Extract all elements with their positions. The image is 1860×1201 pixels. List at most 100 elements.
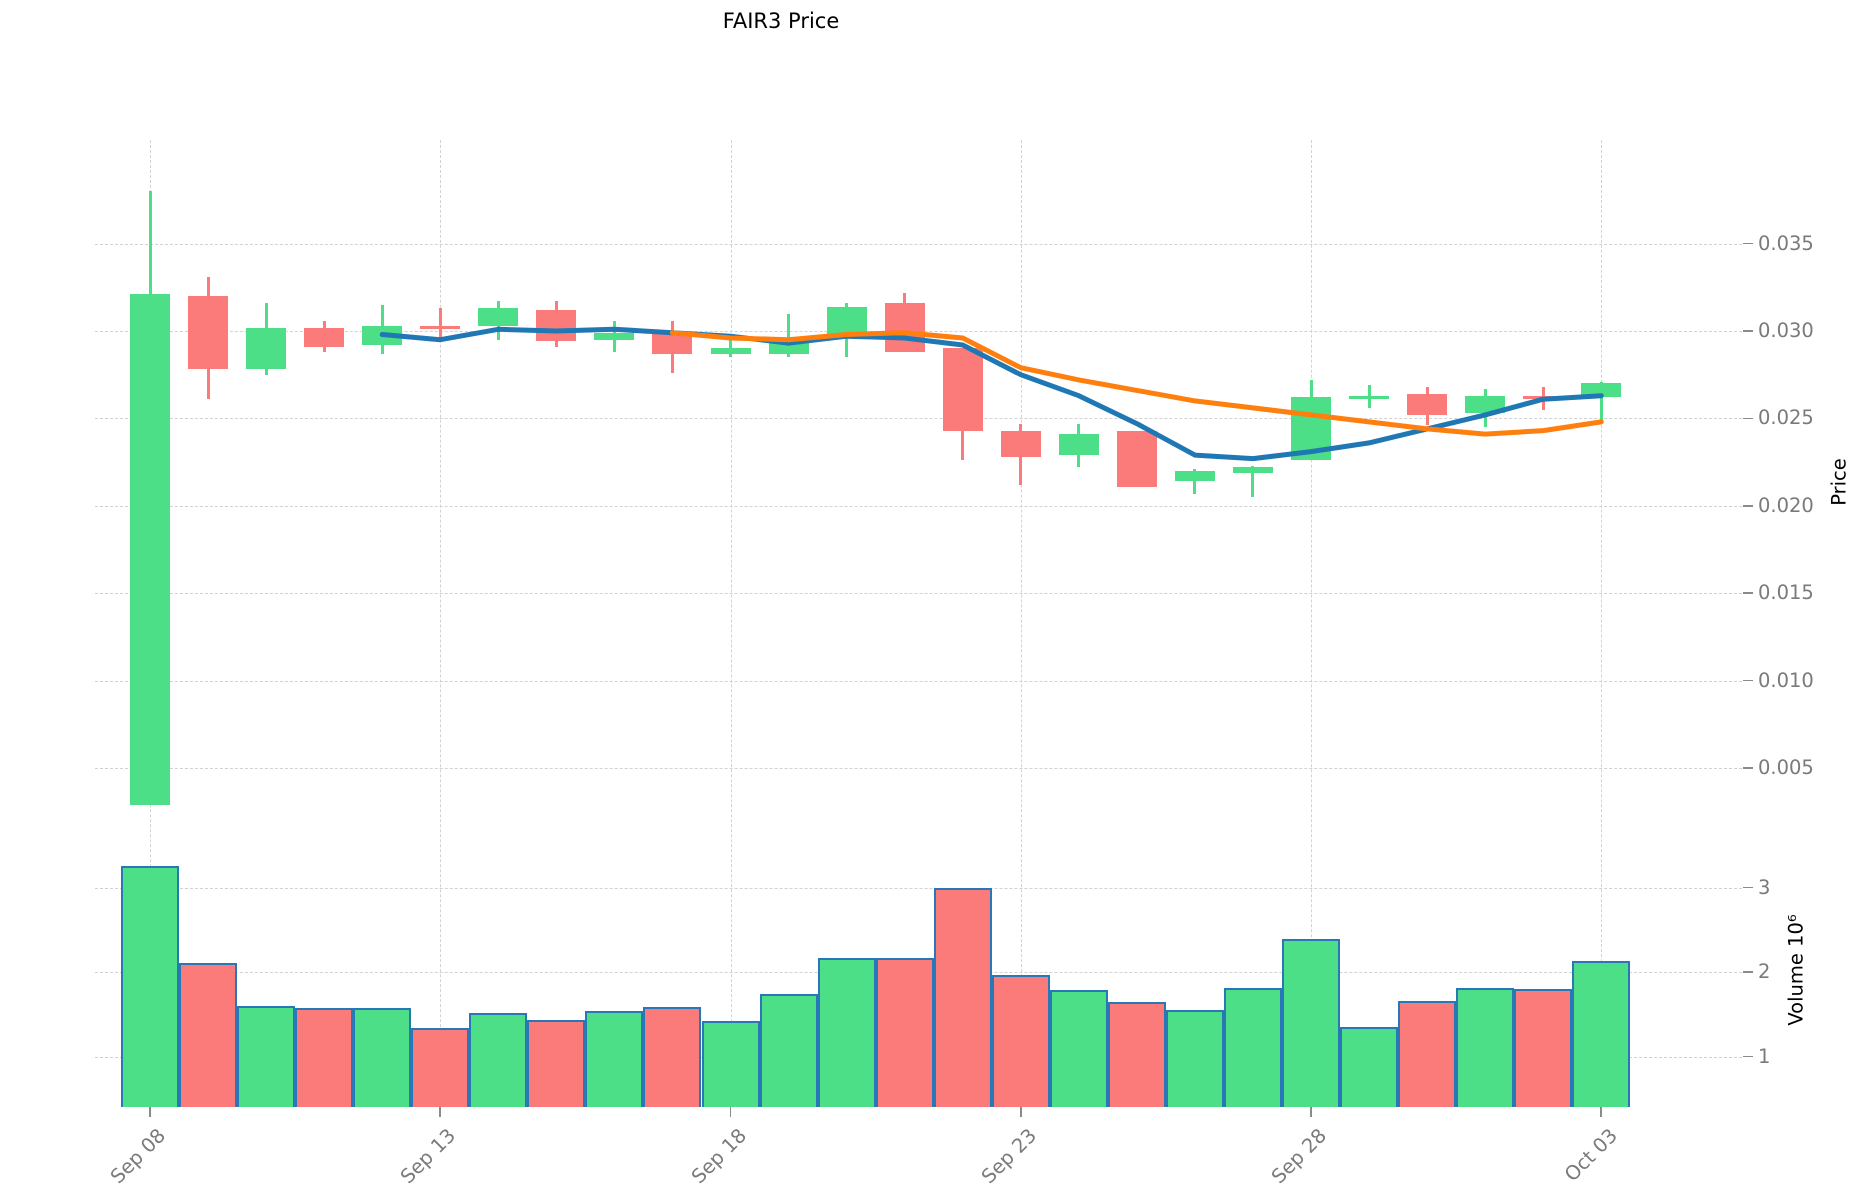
volume-tick-mark	[1743, 886, 1753, 889]
volume-bar	[527, 1020, 586, 1107]
candle-body	[130, 294, 170, 805]
price-gridline	[95, 505, 1742, 507]
x-gridline	[1020, 140, 1022, 1107]
price-tick-mark	[1743, 330, 1753, 332]
x-tick-label: Sep 28	[1267, 1124, 1332, 1189]
x-gridline	[440, 140, 442, 1107]
candle-body	[884, 303, 925, 352]
volume-bar	[991, 974, 1050, 1107]
candle-body	[1116, 430, 1157, 487]
candle-body	[478, 308, 519, 326]
candle-body	[942, 348, 983, 431]
price-tick-mark	[1743, 505, 1753, 507]
x-tick-mark	[1600, 1107, 1603, 1117]
volume-tick-label: 2	[1758, 960, 1771, 983]
candle-body	[1232, 467, 1273, 473]
volume-bar	[1456, 988, 1515, 1107]
x-tick-mark	[149, 1107, 151, 1117]
volume-bar	[1572, 961, 1631, 1107]
volume-bar	[237, 1005, 296, 1107]
x-gridline	[730, 140, 732, 1107]
volume-bar	[411, 1027, 470, 1107]
candle-body	[652, 332, 693, 354]
candle-wick	[438, 308, 442, 338]
price-gridline	[95, 680, 1742, 682]
volume-gridline	[95, 887, 1742, 889]
volume-bar	[469, 1012, 528, 1107]
volume-bar	[643, 1007, 702, 1107]
candle-body	[420, 325, 461, 330]
candle-body	[826, 306, 867, 338]
candle-body	[362, 325, 403, 345]
candle-body	[1174, 470, 1215, 482]
candle-body	[1291, 397, 1331, 461]
candle-body	[1465, 395, 1506, 414]
volume-bar	[701, 1021, 760, 1107]
x-gridline	[1601, 140, 1603, 1107]
candle-body	[710, 348, 751, 354]
volume-bar	[1282, 939, 1340, 1107]
volume-bar	[353, 1008, 412, 1107]
price-tick-label: 0.010	[1758, 668, 1814, 692]
price-tick-mark	[1743, 767, 1753, 769]
x-tick-label: Oct 03	[1559, 1124, 1622, 1187]
volume-bar	[585, 1010, 644, 1107]
volume-bar	[933, 887, 992, 1107]
volume-tick-mark	[1743, 971, 1753, 973]
volume-axis-title: Volume 10⁶	[1784, 914, 1808, 1026]
candle-body	[1407, 393, 1448, 415]
price-gridline	[95, 593, 1742, 595]
volume-bar	[121, 865, 179, 1107]
x-tick-label: Sep 13	[396, 1124, 461, 1189]
candle-body	[1349, 395, 1390, 399]
volume-bar	[295, 1008, 354, 1107]
volume-bar	[1223, 988, 1282, 1107]
price-axis-title: Price	[1827, 458, 1851, 506]
price-gridline	[95, 418, 1742, 420]
candle-wick	[1251, 465, 1255, 498]
price-gridline	[95, 243, 1742, 245]
x-tick-label: Sep 23	[976, 1124, 1042, 1189]
price-tick-label: 0.030	[1758, 319, 1814, 342]
volume-bar	[179, 962, 238, 1107]
volume-bar	[1107, 1001, 1166, 1107]
volume-bar	[875, 958, 934, 1107]
x-tick-label: Sep 18	[686, 1124, 751, 1189]
candle-body	[304, 327, 345, 347]
candle-body	[1058, 434, 1099, 456]
volume-bar	[1165, 1010, 1224, 1107]
price-gridline	[95, 768, 1742, 769]
candle-body	[536, 310, 577, 342]
price-tick-label: 0.015	[1758, 581, 1814, 605]
x-tick-label: Sep 08	[106, 1124, 171, 1189]
price-tick-mark	[1743, 592, 1753, 594]
volume-bar	[1514, 988, 1573, 1107]
candle-body	[594, 332, 635, 340]
candle-body	[188, 296, 229, 370]
x-tick-mark	[439, 1107, 442, 1117]
candle-body	[246, 327, 287, 370]
candle-body	[1000, 430, 1041, 457]
price-tick-label: 0.005	[1758, 756, 1814, 779]
price-tick-label: 0.025	[1758, 406, 1814, 430]
x-gridline	[1311, 140, 1312, 1107]
volume-bar	[1398, 1000, 1457, 1107]
candle-body	[768, 343, 809, 354]
price-tick-label: 0.020	[1758, 493, 1814, 517]
volume-tick-mark	[1743, 1055, 1753, 1058]
volume-bar	[1049, 989, 1108, 1107]
volume-bar	[759, 993, 818, 1107]
x-tick-mark	[729, 1107, 732, 1117]
price-tick-label: 0.035	[1758, 231, 1814, 255]
volume-bar	[1340, 1026, 1399, 1107]
price-tick-mark	[1743, 242, 1753, 245]
price-tick-mark	[1743, 417, 1753, 420]
volume-bar	[817, 958, 876, 1107]
price-tick-mark	[1743, 679, 1753, 682]
chart-title: FAIR3 Price	[722, 9, 840, 33]
x-tick-mark	[1310, 1107, 1312, 1117]
candle-wick	[729, 336, 732, 358]
candle-body	[1523, 395, 1564, 399]
candle-wick	[1193, 469, 1197, 494]
